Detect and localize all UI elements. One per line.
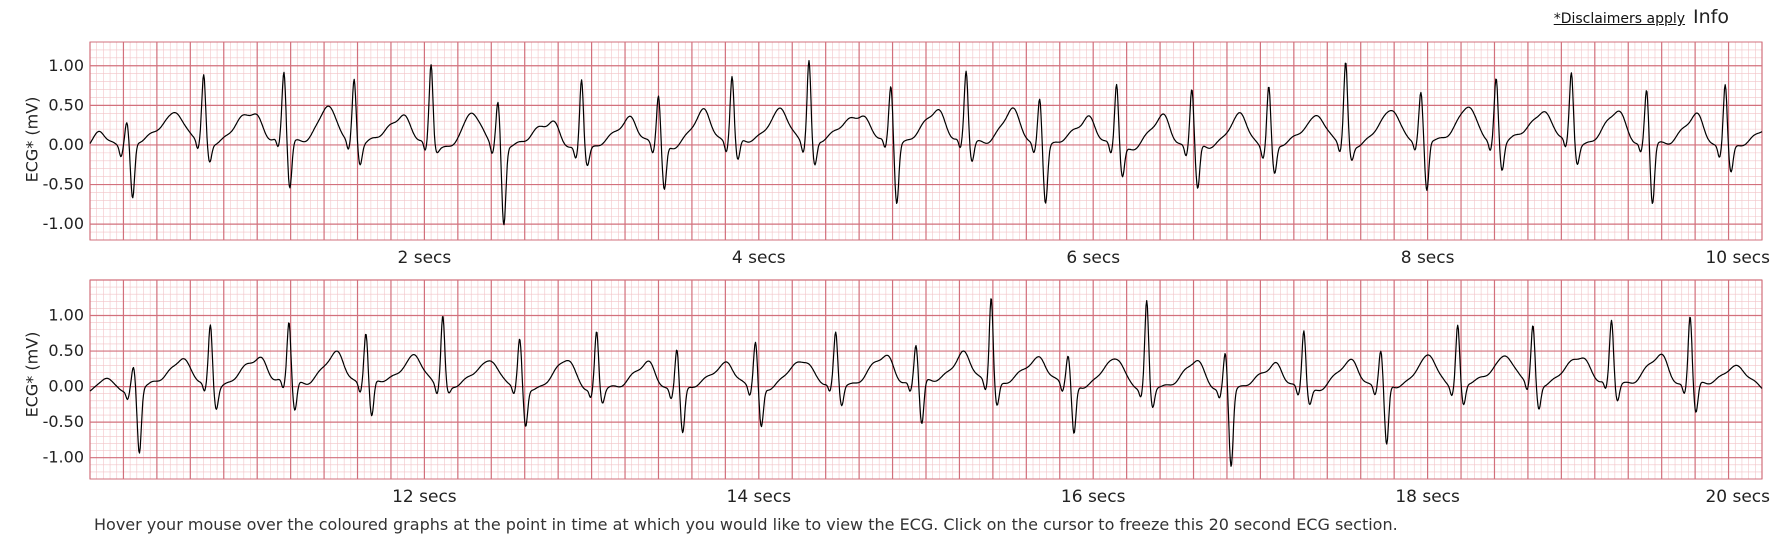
instructions-text: Hover your mouse over the coloured graph… bbox=[94, 515, 1398, 534]
ecg-grid bbox=[89, 41, 1763, 241]
x-tick-label: 12 secs bbox=[392, 487, 457, 507]
plot-frame bbox=[89, 41, 1763, 241]
y-tick-label: 0.50 bbox=[48, 95, 84, 114]
plot-frame bbox=[89, 279, 1763, 480]
ecg-strip-1[interactable]: 1.00 0.50 0.00 -0.50 -1.00 2 secs 4 secs 6 secs… bbox=[0, 0, 1785, 280]
x-tick-label: 10 secs bbox=[1705, 248, 1770, 268]
ecg-strip-2[interactable]: 1.00 0.50 0.00 -0.50 -1.00 12 secs 14 secs 16 s… bbox=[0, 260, 1785, 507]
y-tick-label: 0.00 bbox=[48, 135, 84, 154]
y-tick-label: 1.00 bbox=[48, 56, 84, 75]
x-tick-label: 16 secs bbox=[1061, 487, 1126, 507]
x-tick-label: 6 secs bbox=[1066, 248, 1120, 268]
info-link[interactable]: Info bbox=[1693, 6, 1729, 28]
x-tick-label: 20 secs bbox=[1705, 487, 1770, 507]
ecg-grid bbox=[89, 279, 1763, 480]
x-tick-label: 18 secs bbox=[1395, 487, 1460, 507]
y-tick-label: 0.50 bbox=[48, 341, 84, 360]
ecg-trace bbox=[89, 298, 1763, 467]
y-tick-label: -0.50 bbox=[43, 412, 84, 431]
y-tick-label: -0.50 bbox=[43, 175, 84, 194]
x-tick-label: 8 secs bbox=[1401, 248, 1455, 268]
y-tick-label: 1.00 bbox=[48, 306, 84, 325]
header-links: *Disclaimers apply Info bbox=[1554, 6, 1729, 28]
disclaimer-link[interactable]: *Disclaimers apply bbox=[1553, 11, 1686, 27]
x-tick-label: 2 secs bbox=[398, 248, 452, 268]
ecg-trace bbox=[89, 60, 1763, 226]
y-tick-label: -1.00 bbox=[43, 448, 84, 467]
x-tick-label: 14 secs bbox=[727, 487, 792, 507]
y-tick-label: 0.00 bbox=[48, 377, 84, 396]
x-tick-label: 4 secs bbox=[732, 248, 786, 268]
y-tick-label: -1.00 bbox=[43, 214, 84, 233]
